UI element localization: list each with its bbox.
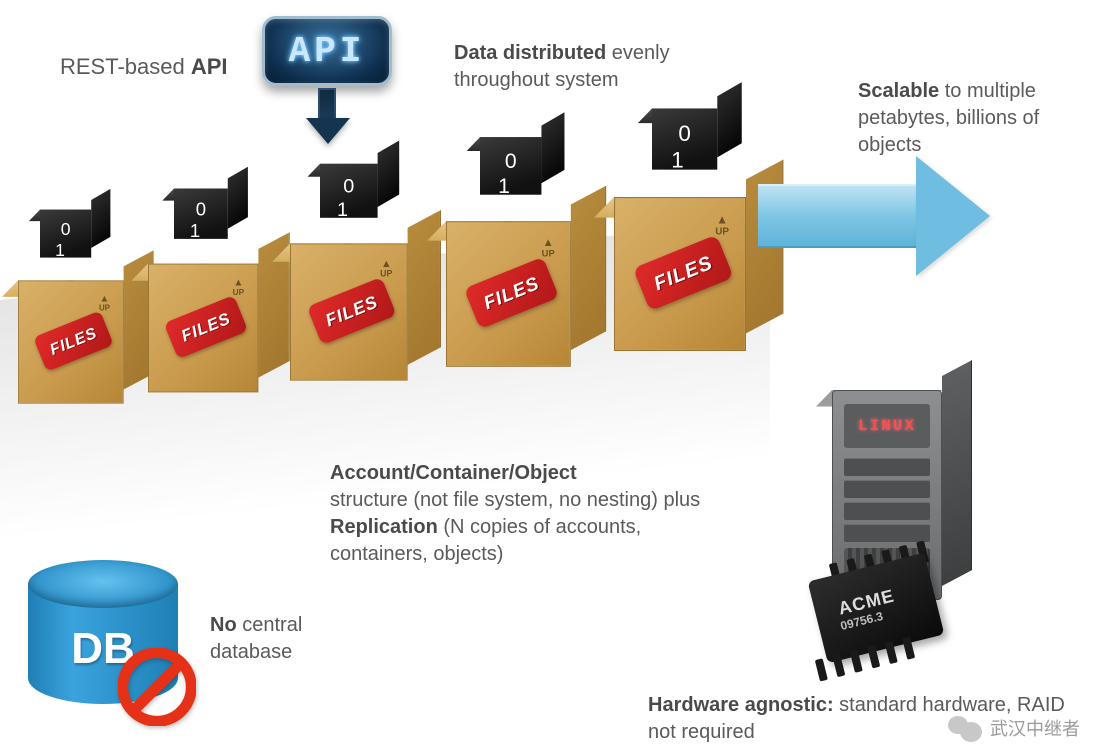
cube-binary-label: 0 1 bbox=[652, 121, 717, 174]
storage-box: UPFILES bbox=[614, 164, 779, 351]
up-arrow-icon: UP bbox=[380, 259, 392, 279]
up-arrow-icon: UP bbox=[99, 294, 110, 312]
cube-binary-label: 0 1 bbox=[320, 175, 378, 222]
chip-icon: ACME 09756.3 bbox=[796, 556, 966, 686]
storage-box: UPFILES bbox=[290, 214, 437, 381]
storage-box: UPFILES bbox=[446, 190, 602, 367]
cube-binary-label: 0 1 bbox=[40, 219, 91, 261]
wechat-icon bbox=[948, 714, 982, 742]
storage-box: UPFILES bbox=[148, 236, 286, 392]
up-arrow-icon: UP bbox=[542, 238, 555, 259]
data-cube: 0 1 bbox=[480, 116, 566, 202]
api-badge: API bbox=[262, 16, 392, 86]
cube-binary-label: 0 1 bbox=[480, 149, 541, 199]
api-arrow-icon bbox=[318, 88, 336, 120]
cube-binary-label: 0 1 bbox=[174, 199, 228, 243]
api-badge-label: API bbox=[289, 31, 366, 72]
server-os-label: LINUX bbox=[858, 417, 916, 435]
storage-box: UPFILES bbox=[18, 254, 150, 404]
no-sign-icon bbox=[118, 648, 196, 726]
data-cube: 0 1 bbox=[652, 86, 744, 178]
up-arrow-icon: UP bbox=[715, 215, 729, 237]
watermark-text: 武汉中继者 bbox=[990, 715, 1080, 741]
caption-rest-api: REST-based API bbox=[60, 52, 228, 82]
data-cube: 0 1 bbox=[174, 170, 250, 246]
data-cube: 0 1 bbox=[40, 192, 112, 264]
api-arrowhead-icon bbox=[306, 118, 350, 144]
up-arrow-icon: UP bbox=[233, 278, 245, 296]
data-cube: 0 1 bbox=[320, 144, 401, 225]
watermark: 武汉中继者 bbox=[948, 714, 1080, 742]
caption-structure: Account/Container/Object structure (not … bbox=[330, 460, 710, 568]
caption-no-db: No central database bbox=[210, 612, 370, 666]
caption-scalable: Scalable to multiple petabytes, billions… bbox=[858, 78, 1078, 159]
